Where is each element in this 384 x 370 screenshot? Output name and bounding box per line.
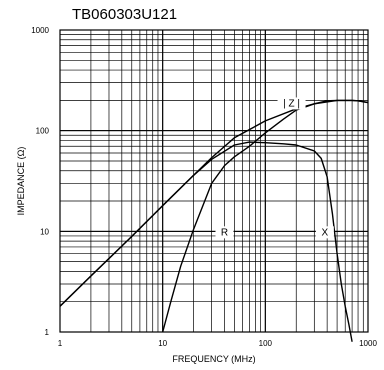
plot-frame xyxy=(59,29,369,333)
x-tick-label: 1000 xyxy=(359,339,377,348)
curve-label-background xyxy=(277,97,306,110)
curve-label-background xyxy=(215,226,234,239)
series-r-curve xyxy=(162,99,369,333)
x-tick-label: 100 xyxy=(259,339,273,348)
y-tick-label: 10 xyxy=(40,227,49,236)
curve-labels: | Z | R X xyxy=(215,97,334,239)
y-tick-label: 100 xyxy=(36,127,50,136)
curve-label-background xyxy=(315,226,334,239)
y-tick-label: 1000 xyxy=(31,26,49,35)
tick-labels: 1 10 100 1000 1 10 100 1000 xyxy=(31,26,377,348)
x-tick-label: 1 xyxy=(58,339,63,348)
y-axis-label: IMPEDANCE (Ω) xyxy=(16,147,26,216)
series-x-curve xyxy=(59,141,353,342)
x-tick-label: 10 xyxy=(158,339,167,348)
curves xyxy=(59,99,369,342)
curve-label: X xyxy=(322,227,329,238)
curve-label: R xyxy=(221,227,228,238)
x-axis-label: FREQUENCY (MHz) xyxy=(172,354,255,364)
curve-label: | Z | xyxy=(283,98,300,109)
y-tick-label: 1 xyxy=(45,328,50,337)
chart-title: TB060303U121 xyxy=(72,6,177,23)
series-z-curve xyxy=(59,99,369,307)
